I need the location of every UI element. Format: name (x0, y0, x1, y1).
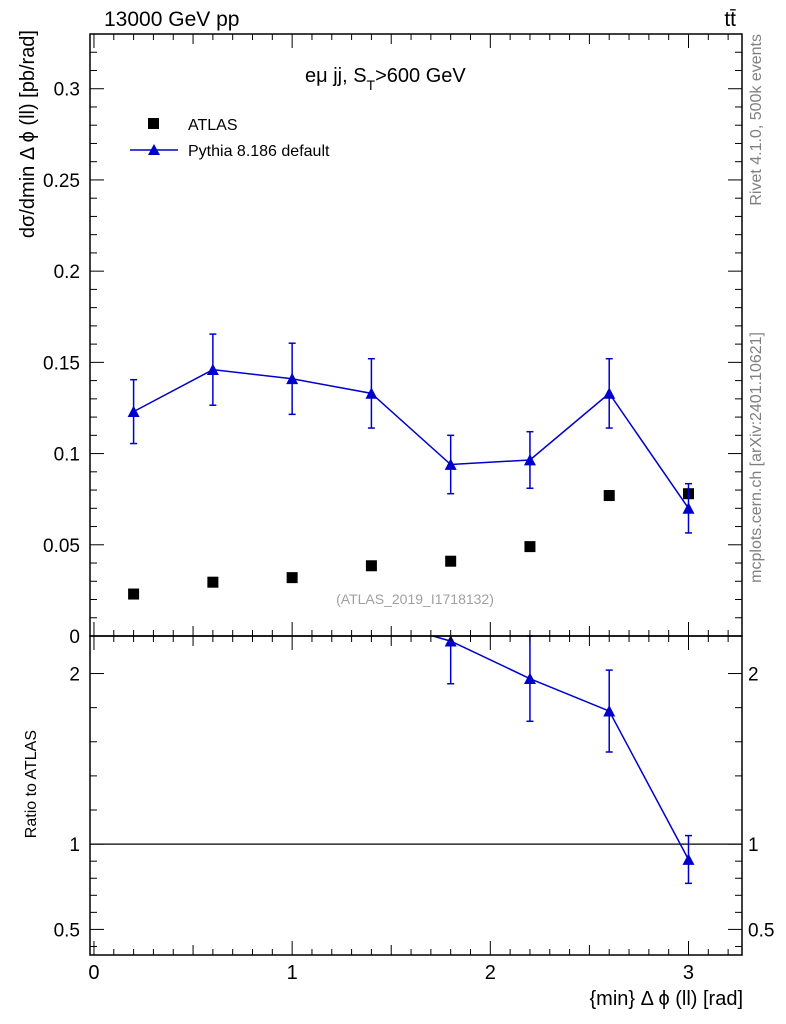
analysis-watermark: (ATLAS_2019_I1718132) (336, 591, 494, 607)
pythia-data-point (127, 405, 140, 418)
atlas-data-point (128, 588, 140, 600)
plot-title-end: >600 GeV (375, 65, 466, 87)
rivet-label: Rivet 4.1.0, 500k events (748, 34, 765, 206)
pythia-data-point (444, 458, 457, 470)
lower-data-layer (90, 635, 742, 885)
lower-y-tick-label-right: 0.5 (748, 920, 774, 941)
legend-atlas-label: ATLAS (188, 117, 238, 134)
pythia-data-point (206, 363, 219, 376)
upper-y-tick-label: 0.1 (54, 445, 80, 466)
x-tick-label: 2 (485, 962, 496, 984)
pythia-data-point (682, 502, 695, 514)
upper-y-tick-label: 0.2 (54, 262, 80, 283)
pythia-data-point (286, 372, 299, 385)
legend-pythia-label: Pythia 8.186 default (188, 143, 330, 160)
lower-y-axis-title: Ratio to ATLAS (23, 730, 40, 838)
plot-title-sub: T (367, 77, 376, 93)
ratio-data-point (603, 705, 616, 717)
header-process: tt̄ (724, 8, 736, 31)
ratio-line (432, 635, 690, 860)
upper-y-tick-label: 0.25 (43, 171, 80, 192)
lower-plot-frame (89, 635, 743, 956)
axes-layer: 0 1 2 3 0 0.05 0.1 0.15 0.2 0.25 0.3 0.5 0.5 1 1 2 2 (43, 33, 774, 984)
upper-y-tick-label: 0.05 (43, 536, 80, 557)
lower-y-tick-label-left: 0.5 (54, 920, 80, 941)
plot-title: eμ jj, ST>600 GeV (305, 65, 466, 93)
pythia-data-point (523, 453, 536, 466)
upper-y-tick-label: 0 (69, 627, 80, 648)
lower-y-tick-label-left: 1 (69, 835, 80, 856)
atlas-data-point (365, 560, 377, 572)
plot-title-main: eμ jj, S (305, 65, 367, 87)
lower-y-tick-label-right: 1 (748, 835, 759, 856)
ratio-data-point (682, 853, 695, 865)
lower-y-tick-label-left: 2 (69, 665, 80, 686)
legend-pythia-marker (148, 144, 160, 155)
atlas-data-point (603, 490, 615, 502)
atlas-data-point (207, 576, 219, 588)
upper-y-tick-label: 0.15 (43, 353, 80, 374)
legend-atlas-marker (148, 118, 159, 129)
upper-y-tick-label: 0.3 (54, 80, 80, 101)
x-tick-label: 3 (683, 962, 694, 984)
upper-y-axis-title: dσ/dmin Δ ϕ (ll) [pb/rad] (17, 30, 39, 238)
ratio-data-point (523, 672, 536, 685)
upper-data-layer (127, 333, 695, 600)
atlas-data-point (524, 541, 536, 553)
x-tick-label: 0 (88, 962, 99, 984)
lower-y-tick-label-right: 2 (748, 665, 759, 686)
atlas-data-point (445, 555, 457, 567)
atlas-data-point (286, 572, 298, 584)
x-axis-title: {min} Δ ϕ (ll) [rad] (590, 988, 744, 1010)
pythia-line (133, 368, 690, 509)
pythia-data-point (365, 387, 378, 399)
mcplots-label: mcplots.cern.ch [arXiv:2401.10621] (748, 332, 765, 583)
x-tick-label: 1 (287, 962, 298, 984)
pythia-data-point (603, 387, 616, 399)
header-energy: 13000 GeV pp (104, 8, 239, 31)
